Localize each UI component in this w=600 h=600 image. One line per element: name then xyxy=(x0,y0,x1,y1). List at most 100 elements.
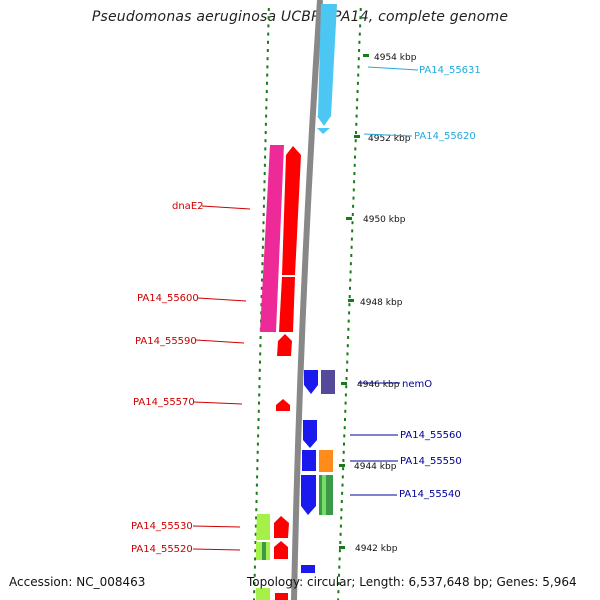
gene-label-PA14-55520[interactable]: PA14_55520 xyxy=(131,544,193,555)
tick-dash xyxy=(253,565,256,569)
tick-dash xyxy=(355,122,358,126)
gene-label-dnaE2[interactable]: dnaE2 xyxy=(172,201,204,212)
tick-dash xyxy=(256,459,259,462)
tick-dash xyxy=(349,262,352,266)
tick-dash xyxy=(347,319,350,323)
tick-dashes-right xyxy=(337,8,362,600)
tick-dash xyxy=(340,516,343,520)
gene-label-PA14-55560[interactable]: PA14_55560 xyxy=(400,430,462,441)
feature-PA14-55550-orange[interactable] xyxy=(319,450,333,472)
feature-PA14-55530[interactable] xyxy=(274,516,289,538)
tick-dash xyxy=(259,360,261,364)
scale-label-4944: 4944 kbp xyxy=(354,462,397,472)
genome-summary-text: Topology: circular; Length: 6,537,648 bp… xyxy=(247,575,577,589)
tick-dash xyxy=(264,139,267,143)
tick-dash xyxy=(263,180,266,184)
feature-PA14-55620[interactable] xyxy=(317,128,330,134)
feature-PA14-55631[interactable] xyxy=(317,4,337,126)
gene-label-PA14-55550[interactable]: PA14_55550 xyxy=(400,456,462,467)
tick-dash xyxy=(356,90,359,93)
tick-dash xyxy=(265,114,268,118)
feature-dnaE2-pink[interactable] xyxy=(260,145,284,332)
feature-PA14-55570[interactable] xyxy=(276,399,290,411)
tick-dash xyxy=(258,377,261,380)
feature-nemO-blue[interactable] xyxy=(304,370,318,394)
scale-tick-4946 xyxy=(341,382,347,385)
tick-dash xyxy=(267,16,270,20)
tick-dash xyxy=(359,8,362,11)
tick-dash xyxy=(259,352,262,356)
gene-label-PA14-55530[interactable]: PA14_55530 xyxy=(131,521,193,532)
gene-label-nemO[interactable]: nemO xyxy=(402,379,432,390)
tick-dash xyxy=(253,582,256,585)
gene-label-PA14-55620[interactable]: PA14_55620 xyxy=(414,131,476,142)
tick-dash xyxy=(340,508,343,512)
tick-dash xyxy=(264,122,267,126)
tick-dash xyxy=(265,98,268,102)
tick-dash xyxy=(356,98,359,102)
label-leader-lines xyxy=(192,66,419,551)
feature-PA14-55550-blue[interactable] xyxy=(302,450,316,471)
tick-dash xyxy=(261,262,264,266)
feature-PA14-55530-lime[interactable] xyxy=(256,514,270,540)
tick-dash xyxy=(258,385,261,389)
scale-tick-4950 xyxy=(346,217,352,220)
tick-dash xyxy=(353,172,356,175)
feature-PA14-55520-stripe xyxy=(262,542,266,560)
feature-PA14-55600[interactable] xyxy=(279,277,295,332)
feature-nemO-slate[interactable] xyxy=(321,370,335,394)
tick-dash xyxy=(265,90,268,93)
tick-dash xyxy=(352,188,355,192)
tick-dash xyxy=(266,73,269,77)
tick-dash xyxy=(255,491,258,495)
tick-dash xyxy=(357,73,360,77)
genome-backbone xyxy=(291,0,323,600)
tick-dash xyxy=(267,40,269,44)
tick-dash xyxy=(359,24,362,28)
gene-label-PA14-55600[interactable]: PA14_55600 xyxy=(137,293,199,304)
tick-dash xyxy=(341,483,344,487)
tick-dash xyxy=(357,57,360,61)
feature-PA14-55590[interactable] xyxy=(277,334,292,356)
scale-tick-4954 xyxy=(363,54,369,57)
tick-dash xyxy=(258,393,261,397)
tick-dash xyxy=(339,541,342,544)
tick-dash xyxy=(266,49,269,52)
tick-dash xyxy=(343,442,345,446)
tick-dash xyxy=(341,475,344,479)
feature-PA14-55520[interactable] xyxy=(274,541,288,559)
tick-dash xyxy=(354,155,356,159)
tick-dash xyxy=(342,450,345,454)
tick-dash xyxy=(338,549,341,553)
gene-label-PA14-55590[interactable]: PA14_55590 xyxy=(135,336,197,347)
tick-dash xyxy=(255,500,258,503)
feature-PA14-55540-blue[interactable] xyxy=(301,475,316,515)
feature-dnaE2-red[interactable] xyxy=(282,146,301,275)
gene-label-PA14-55631[interactable]: PA14_55631 xyxy=(419,65,481,76)
feature-PA14-55560[interactable] xyxy=(303,420,317,448)
tick-dash xyxy=(337,582,340,585)
tick-dash xyxy=(263,163,266,167)
tick-dash xyxy=(344,401,347,405)
scale-label-4942: 4942 kbp xyxy=(355,544,398,554)
gene-label-PA14-55540[interactable]: PA14_55540 xyxy=(399,489,461,500)
tick-dash xyxy=(348,303,351,307)
tick-dash xyxy=(349,286,351,290)
tick-dash xyxy=(255,516,258,520)
tick-dash xyxy=(263,188,266,192)
tick-dash xyxy=(256,442,259,446)
tick-dash xyxy=(259,336,262,339)
tick-dash xyxy=(345,377,348,380)
scale-label-4950: 4950 kbp xyxy=(363,215,406,225)
tick-dash xyxy=(338,557,341,561)
tick-dash xyxy=(266,57,269,61)
tick-dash xyxy=(353,163,356,167)
tick-dash xyxy=(358,49,361,52)
tick-dash xyxy=(257,426,260,430)
scale-label-4954: 4954 kbp xyxy=(374,53,417,63)
tick-dash xyxy=(359,16,362,20)
tick-dash xyxy=(352,196,355,200)
gene-label-PA14-55570[interactable]: PA14_55570 xyxy=(133,397,195,408)
tick-dash xyxy=(351,229,354,233)
